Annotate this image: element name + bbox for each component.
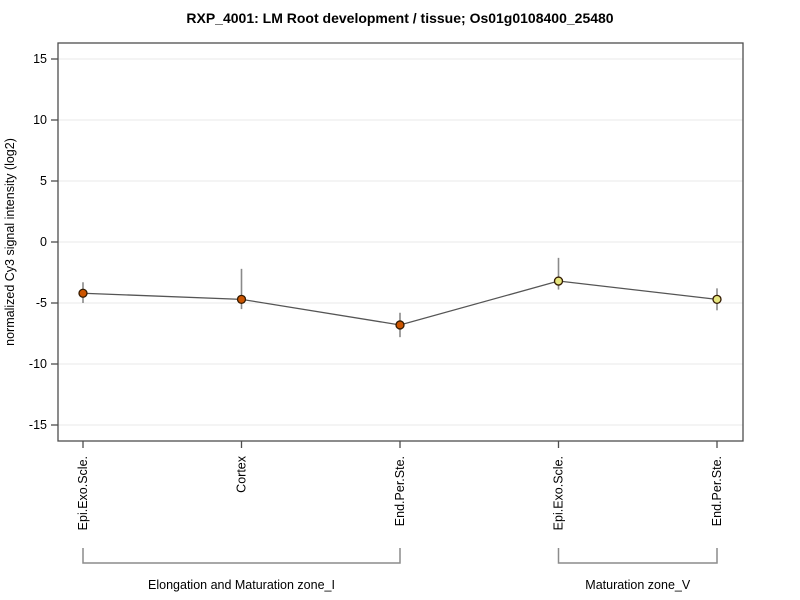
y-tick-label: 5 — [40, 174, 47, 188]
y-tick-label: 10 — [33, 113, 47, 127]
y-tick-label: 15 — [33, 52, 47, 66]
group-bracket — [82, 548, 401, 564]
group-label: Maturation zone_V — [585, 578, 691, 592]
group-bracket — [557, 548, 718, 564]
y-axis-title: normalized Cy3 signal intensity (log2) — [3, 138, 17, 346]
y-tick-label: -10 — [29, 357, 47, 371]
data-point — [236, 294, 247, 304]
y-tick-label: 0 — [40, 235, 47, 249]
x-category-label: Epi.Exo.Scle. — [552, 456, 566, 530]
data-point — [395, 320, 405, 330]
data-point — [78, 288, 88, 298]
y-tick-label: -15 — [29, 418, 47, 432]
chart-title: RXP_4001: LM Root development / tissue; … — [186, 10, 614, 26]
x-category-label: End.Per.Ste. — [393, 456, 407, 526]
x-category-label: End.Per.Ste. — [710, 456, 724, 526]
x-category-label: Cortex — [235, 455, 249, 493]
data-point — [712, 294, 722, 304]
x-category-label: Epi.Exo.Scle. — [76, 456, 90, 530]
y-tick-label: -5 — [36, 296, 47, 310]
data-point — [553, 276, 564, 286]
group-label: Elongation and Maturation zone_I — [148, 578, 335, 592]
